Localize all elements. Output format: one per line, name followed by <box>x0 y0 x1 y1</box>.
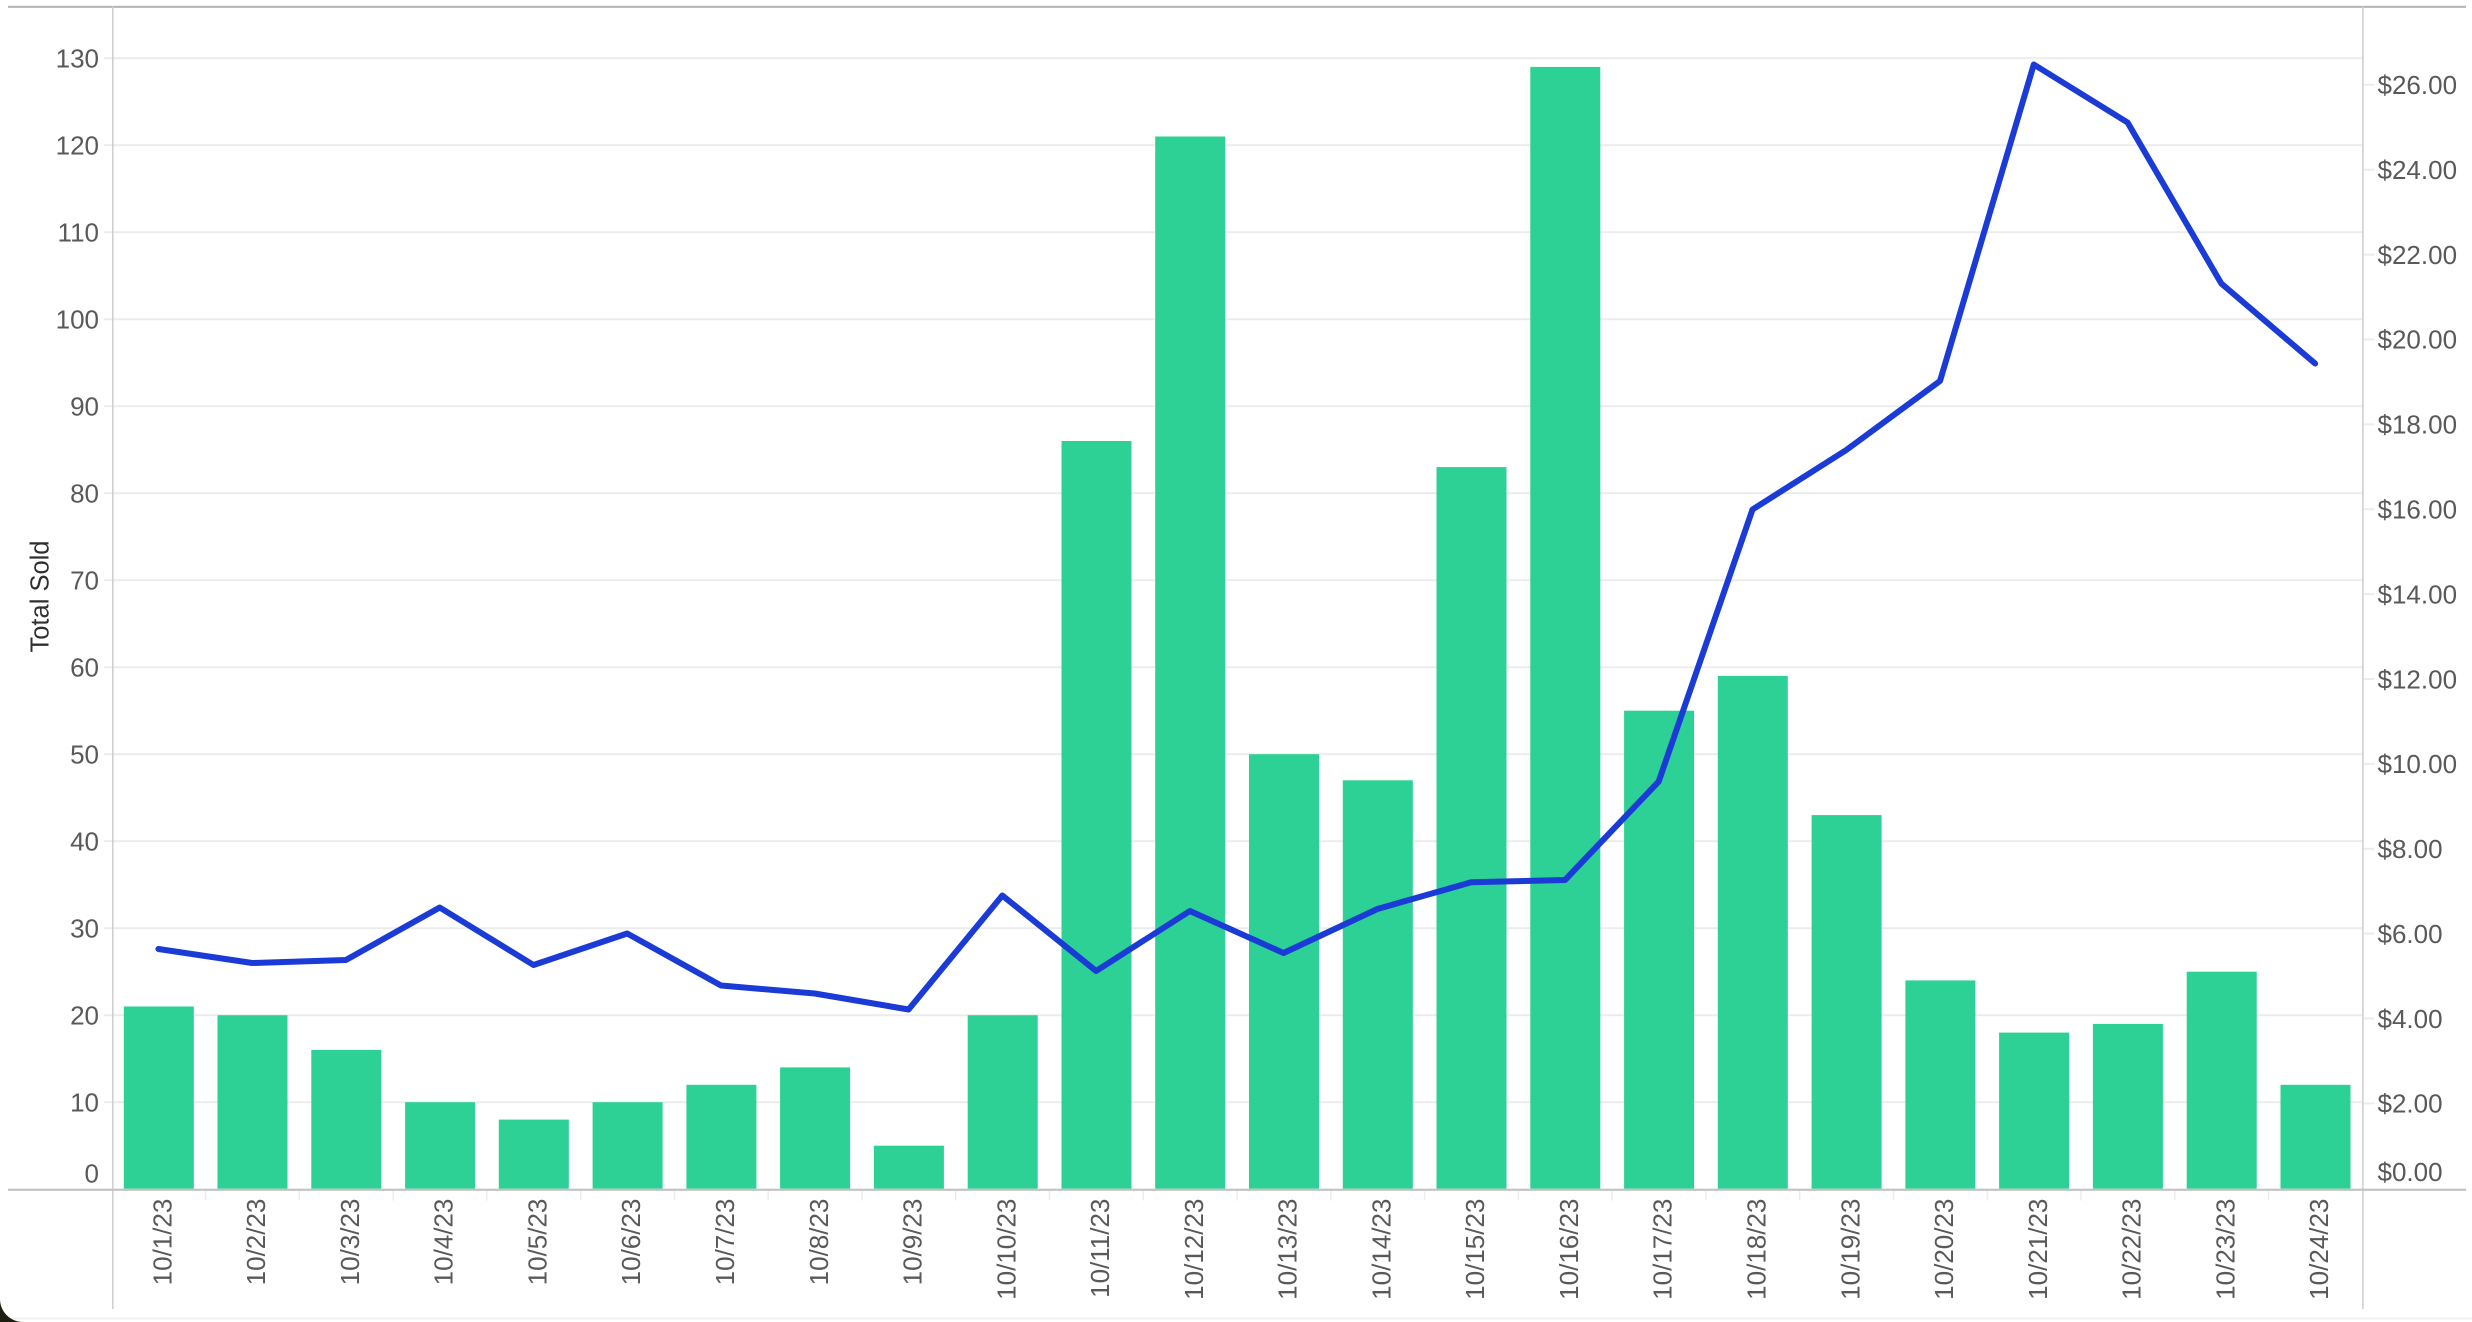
svg-text:$26.00: $26.00 <box>2378 70 2458 100</box>
svg-text:110: 110 <box>58 218 99 248</box>
svg-text:10/11/23: 10/11/23 <box>1085 1199 1115 1298</box>
svg-text:$18.00: $18.00 <box>2378 410 2458 440</box>
svg-text:10/22/23: 10/22/23 <box>2117 1199 2147 1300</box>
svg-text:10/5/23: 10/5/23 <box>523 1199 553 1286</box>
svg-text:10/23/23: 10/23/23 <box>2210 1199 2240 1300</box>
svg-text:10/1/23: 10/1/23 <box>147 1199 177 1286</box>
svg-text:$10.00: $10.00 <box>2378 749 2458 779</box>
svg-text:$14.00: $14.00 <box>2378 579 2458 609</box>
svg-text:10/18/23: 10/18/23 <box>1742 1199 1772 1300</box>
svg-text:90: 90 <box>70 392 99 422</box>
svg-text:$4.00: $4.00 <box>2378 1004 2443 1034</box>
svg-text:10/15/23: 10/15/23 <box>1460 1199 1490 1300</box>
svg-text:10/20/23: 10/20/23 <box>1929 1199 1959 1300</box>
svg-text:10/7/23: 10/7/23 <box>710 1199 740 1286</box>
svg-text:10/4/23: 10/4/23 <box>429 1199 459 1286</box>
svg-text:60: 60 <box>70 653 99 683</box>
svg-text:40: 40 <box>70 827 99 857</box>
svg-text:70: 70 <box>70 566 99 596</box>
svg-text:10/13/23: 10/13/23 <box>1273 1199 1303 1300</box>
svg-text:50: 50 <box>70 740 99 770</box>
svg-text:10/14/23: 10/14/23 <box>1366 1199 1396 1300</box>
svg-text:100: 100 <box>56 305 99 335</box>
svg-text:10/2/23: 10/2/23 <box>241 1199 271 1286</box>
svg-text:20: 20 <box>70 1001 99 1031</box>
svg-text:$24.00: $24.00 <box>2378 155 2458 185</box>
svg-text:10/19/23: 10/19/23 <box>1835 1199 1865 1300</box>
svg-text:10/6/23: 10/6/23 <box>616 1199 646 1286</box>
svg-text:$12.00: $12.00 <box>2378 664 2458 694</box>
svg-text:0: 0 <box>85 1159 99 1189</box>
svg-text:10: 10 <box>70 1088 99 1118</box>
svg-text:10/21/23: 10/21/23 <box>2023 1199 2053 1300</box>
svg-text:10/16/23: 10/16/23 <box>1554 1199 1584 1300</box>
svg-text:120: 120 <box>56 131 99 161</box>
svg-text:30: 30 <box>70 914 99 944</box>
svg-text:$2.00: $2.00 <box>2378 1089 2443 1119</box>
svg-text:10/17/23: 10/17/23 <box>1648 1199 1678 1300</box>
svg-text:10/12/23: 10/12/23 <box>1179 1199 1209 1300</box>
svg-text:$22.00: $22.00 <box>2378 240 2458 270</box>
svg-text:$20.00: $20.00 <box>2378 325 2458 355</box>
svg-text:Total Sold: Total Sold <box>27 541 55 653</box>
svg-text:$0.00: $0.00 <box>2378 1157 2443 1187</box>
svg-text:10/8/23: 10/8/23 <box>804 1199 834 1286</box>
svg-text:130: 130 <box>56 44 99 74</box>
svg-text:$16.00: $16.00 <box>2378 495 2458 525</box>
svg-text:10/10/23: 10/10/23 <box>991 1199 1021 1300</box>
svg-text:10/9/23: 10/9/23 <box>898 1199 928 1286</box>
svg-text:10/3/23: 10/3/23 <box>335 1199 365 1286</box>
svg-text:$8.00: $8.00 <box>2378 834 2443 864</box>
svg-text:80: 80 <box>70 479 99 509</box>
svg-text:$6.00: $6.00 <box>2378 919 2443 949</box>
svg-text:10/24/23: 10/24/23 <box>2304 1199 2334 1300</box>
